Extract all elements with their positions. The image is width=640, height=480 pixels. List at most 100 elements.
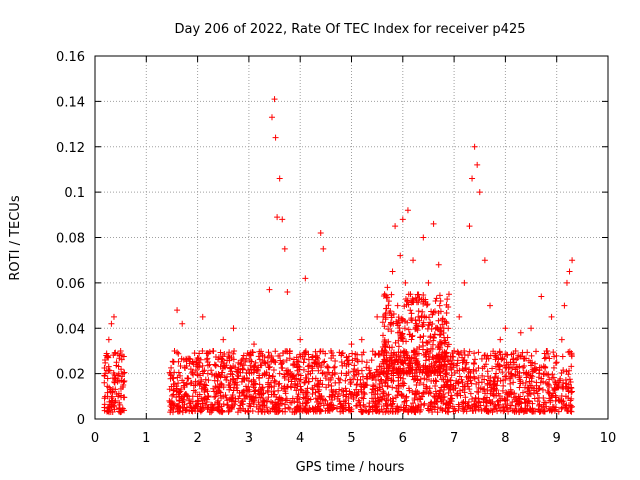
data-point [324, 363, 331, 370]
data-point [523, 374, 530, 381]
data-point [510, 361, 517, 368]
data-point [402, 318, 409, 325]
data-point [415, 313, 422, 320]
data-point [448, 392, 455, 399]
data-point [429, 345, 436, 352]
data-point [116, 355, 123, 362]
data-point [315, 367, 322, 374]
data-point [479, 372, 486, 379]
data-point [567, 408, 574, 415]
data-point [385, 396, 392, 403]
data-point [210, 385, 217, 392]
data-point [265, 349, 272, 356]
data-point [441, 393, 448, 400]
data-point [435, 261, 442, 268]
data-point [403, 338, 410, 345]
data-point [360, 395, 367, 402]
data-point [553, 352, 560, 359]
data-point [194, 371, 201, 378]
data-point [272, 134, 279, 141]
data-point [204, 355, 211, 362]
data-point [230, 362, 237, 369]
data-point [205, 377, 212, 384]
data-point [409, 389, 416, 396]
data-point [349, 357, 356, 364]
data-point [529, 359, 536, 366]
data-point [461, 279, 468, 286]
data-point [396, 319, 403, 326]
data-point [367, 369, 374, 376]
data-point [170, 387, 177, 394]
data-point [427, 349, 434, 356]
data-point [192, 367, 199, 374]
data-point [410, 347, 417, 354]
data-point [242, 358, 249, 365]
data-point [369, 385, 376, 392]
data-point [430, 334, 437, 341]
data-point [260, 402, 267, 409]
data-point [438, 352, 445, 359]
data-point [220, 336, 227, 343]
data-point [425, 279, 432, 286]
data-point [387, 321, 394, 328]
data-point [420, 333, 427, 340]
data-point [180, 379, 187, 386]
data-point [200, 404, 207, 411]
data-point [512, 402, 519, 409]
data-point [387, 308, 394, 315]
data-point [418, 312, 425, 319]
data-point [439, 321, 446, 328]
data-point [453, 362, 460, 369]
data-point [358, 383, 365, 390]
data-point [246, 394, 253, 401]
data-point [381, 357, 388, 364]
data-point [338, 352, 345, 359]
data-point [376, 408, 383, 415]
data-point [104, 404, 111, 411]
data-point [475, 374, 482, 381]
data-point [333, 388, 340, 395]
data-point [409, 295, 416, 302]
data-point [187, 403, 194, 410]
data-point [278, 361, 285, 368]
data-point [197, 407, 204, 414]
data-point [215, 356, 222, 363]
data-point [363, 375, 370, 382]
data-point [252, 359, 259, 366]
data-point [252, 394, 259, 401]
data-point [300, 394, 307, 401]
data-point [510, 379, 517, 386]
data-point [399, 216, 406, 223]
data-point [552, 379, 559, 386]
data-point [184, 375, 191, 382]
data-point [459, 379, 466, 386]
data-point [465, 352, 472, 359]
data-point [515, 352, 522, 359]
data-point [116, 405, 123, 412]
data-point [340, 398, 347, 405]
data-point [366, 365, 373, 372]
data-point [550, 349, 557, 356]
data-point [384, 284, 391, 291]
data-point [111, 379, 118, 386]
data-point [513, 398, 520, 405]
data-point [309, 375, 316, 382]
data-point [362, 382, 369, 389]
data-point [426, 314, 433, 321]
data-point [294, 399, 301, 406]
data-point [218, 380, 225, 387]
data-point [340, 388, 347, 395]
data-point [351, 372, 358, 379]
data-point [486, 381, 493, 388]
data-point [350, 394, 357, 401]
data-point [441, 358, 448, 365]
data-point [450, 361, 457, 368]
data-point [516, 384, 523, 391]
x-tick-label: 1 [142, 431, 150, 446]
data-point [300, 366, 307, 373]
data-point [439, 315, 446, 322]
data-point [456, 313, 463, 320]
data-point [361, 391, 368, 398]
data-point [118, 366, 125, 373]
data-point [174, 349, 181, 356]
